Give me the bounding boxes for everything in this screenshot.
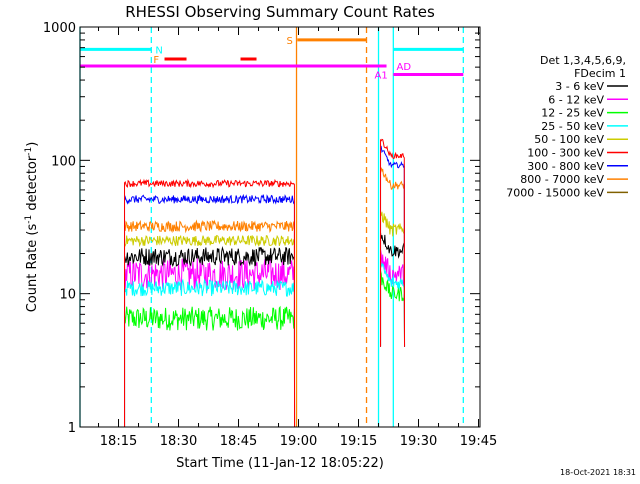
series-magenta-seg2 — [380, 249, 406, 347]
series-blue-seg1 — [124, 193, 296, 428]
legend-header-fdecim: FDecim 1 — [574, 67, 626, 80]
series-green-seg2 — [380, 270, 406, 347]
x-tick-label: 18:45 — [220, 434, 257, 449]
y-tick-label: 1000 — [43, 21, 76, 36]
y-axis-label-sup2: -1 — [24, 147, 34, 156]
y-axis-label-end: ) — [25, 142, 40, 147]
flag-label: AD — [397, 62, 412, 73]
chart-title: RHESSI Observing Summary Count Rates — [125, 3, 435, 21]
flag-label: F — [153, 55, 159, 66]
series-cyan-seg2 — [380, 262, 406, 347]
y-axis-label-sup1: -1 — [24, 215, 34, 224]
legend-entry-label: 50 - 100 keV — [534, 133, 604, 146]
plot-frame — [79, 26, 481, 428]
series-red-seg1 — [124, 178, 296, 428]
legend-entry-label: 3 - 6 keV — [555, 80, 604, 93]
x-axis-label: Start Time (11-Jan-12 18:05:22) — [176, 456, 384, 471]
legend-entry-label: 25 - 50 keV — [541, 120, 604, 133]
legend-entry-label: 12 - 25 keV — [541, 107, 604, 120]
y-tick-label: 1 — [68, 421, 76, 436]
legend-entry-label: 6 - 12 keV — [548, 93, 604, 106]
series-green-seg1 — [124, 305, 296, 428]
series-magenta-seg1 — [124, 258, 296, 428]
footer-timestamp: 18-Oct-2021 18:31 — [560, 468, 636, 477]
series-blue-seg2 — [380, 145, 406, 347]
y-axis-label: Count Rate (s-1 detector-1) — [24, 142, 40, 313]
y-tick-label: 100 — [51, 154, 76, 169]
series-red-seg2 — [380, 138, 406, 347]
legend-entry-label: 300 - 800 keV — [527, 160, 604, 173]
x-tick-label: 18:30 — [160, 434, 197, 449]
series-orange-seg2 — [380, 167, 406, 347]
series-yellow-seg1 — [124, 234, 296, 428]
axes-layer: 18:15 18:30 18:45 19:00 19:15 19:30 19:45 1 10 10… — [43, 21, 497, 449]
legend-entry-label: 7000 - 15000 keV — [506, 186, 604, 199]
series-cyan-seg1 — [124, 278, 296, 428]
legend-entry-label: 800 - 7000 keV — [520, 173, 604, 186]
x-tick-label: 19:15 — [340, 434, 377, 449]
legend-entry-label: 100 - 300 keV — [527, 147, 604, 160]
legend-header-detectors: Det 1,3,4,5,6,9, — [540, 54, 626, 67]
x-tick-label: 19:00 — [280, 434, 317, 449]
flag-label: A1 — [375, 71, 388, 82]
data-series-layer — [124, 138, 406, 428]
series-yellow-seg2 — [380, 211, 406, 347]
series-orange-seg1 — [124, 219, 296, 428]
x-tick-label: 19:45 — [460, 434, 497, 449]
y-tick-label: 10 — [59, 288, 76, 303]
flag-bars-layer: NF S AD A1 — [80, 36, 464, 82]
x-tick-label: 18:15 — [100, 434, 137, 449]
x-tick-label: 19:30 — [400, 434, 437, 449]
flag-label: S — [287, 36, 293, 47]
y-axis-label-mid: detector — [25, 155, 40, 215]
series-black-seg2 — [380, 232, 406, 347]
y-axis-label-main: Count Rate (s — [25, 224, 40, 313]
flag-label: N — [155, 45, 162, 56]
series-black-seg1 — [124, 246, 296, 428]
